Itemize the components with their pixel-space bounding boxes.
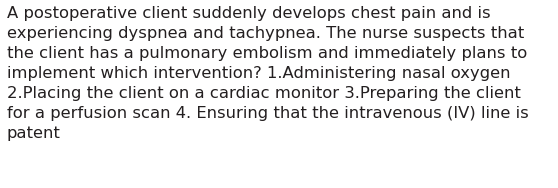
Text: A postoperative client suddenly develops chest pain and is
experiencing dyspnea : A postoperative client suddenly develops… — [7, 6, 528, 141]
